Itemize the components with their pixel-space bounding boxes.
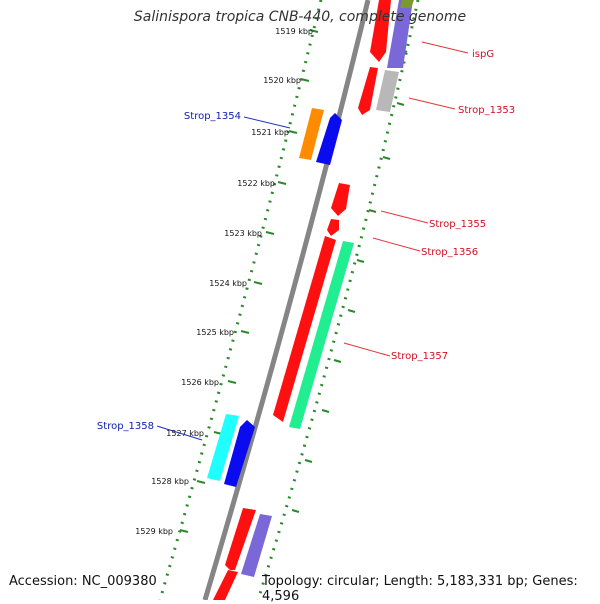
leader-strop-1355: [380, 210, 429, 224]
kbp-tick: [196, 480, 206, 484]
kbp-tick-marks: [179, 29, 319, 533]
minor-tick: [356, 259, 365, 263]
gene-feature-cyan: [207, 414, 239, 481]
kbp-tick: [309, 29, 319, 33]
kbp-label: 1528 kbp: [151, 477, 189, 486]
kbp-tick: [179, 529, 189, 533]
gene-strop-1356: [327, 219, 339, 236]
outer-tick-track: [158, 0, 323, 600]
gene-strop-1358: [224, 420, 255, 487]
kbp-label: 1521 kbp: [251, 128, 289, 137]
gene-feature-olive-top: [400, 0, 414, 8]
leader-strop-1356: [372, 237, 421, 252]
gene-feature-grey: [376, 70, 399, 112]
gene-label-strop-1357[interactable]: Strop_1357: [391, 351, 448, 362]
kbp-label: 1522 kbp: [237, 179, 275, 188]
kbp-label: 1519 kbp: [275, 27, 313, 36]
kbp-tick: [265, 231, 275, 235]
minor-tick: [333, 359, 342, 363]
gene-label-strop-1353[interactable]: Strop_1353: [458, 105, 515, 116]
genome-backbone: [202, 0, 371, 600]
kbp-label: 1520 kbp: [263, 76, 301, 85]
kbp-label: 1529 kbp: [135, 527, 173, 536]
gene-feature-red-large: [273, 236, 336, 422]
minor-tick: [347, 309, 356, 313]
gene-feature-red-edge: [213, 570, 238, 600]
accession-text: Accession: NC_009380: [9, 574, 157, 589]
gene-strop-1357: [289, 241, 354, 429]
kbp-tick: [240, 330, 250, 334]
minor-tick: [368, 209, 377, 213]
map-title: Salinispora tropica CNB-440, complete ge…: [133, 9, 467, 25]
gene-label-strop-1354[interactable]: Strop_1354: [184, 111, 241, 122]
gene-strop-1354: [316, 113, 342, 165]
leader-strop-1353: [408, 97, 456, 110]
leader-strop-1358: [156, 425, 203, 441]
gene-feature-orange: [299, 108, 324, 160]
minor-tick: [396, 102, 405, 106]
kbp-label: 1523 kbp: [224, 229, 262, 238]
gene-strop-1353: [358, 67, 378, 115]
gene-label-strop-1355[interactable]: Strop_1355: [429, 219, 486, 230]
gene-label-ispG[interactable]: ispG: [472, 49, 494, 60]
gene-feature-slate-bottom: [241, 514, 272, 577]
leader-strop-1357: [343, 342, 391, 357]
kbp-label: 1525 kbp: [196, 328, 234, 337]
gene-ispG: [370, 0, 391, 62]
minor-tick: [304, 459, 313, 463]
gene-feature-slate-top: [387, 0, 413, 68]
kbp-label: 1526 kbp: [181, 378, 219, 387]
gene-strop-1355: [331, 183, 350, 216]
gene-label-strop-1356[interactable]: Strop_1356: [421, 247, 478, 258]
gene-label-strop-1358[interactable]: Strop_1358: [97, 421, 154, 432]
kbp-label: 1524 kbp: [209, 279, 247, 288]
kbp-tick: [277, 181, 287, 185]
kbp-tick: [227, 380, 237, 384]
minor-tick: [291, 509, 300, 513]
leader-ispG: [421, 41, 469, 54]
minor-tick: [321, 409, 330, 413]
kbp-tick: [253, 281, 263, 285]
kbp-tick: [288, 130, 298, 134]
leader-strop-1354: [243, 116, 291, 129]
kbp-tick: [300, 78, 310, 82]
kbp-label: 1527 kbp: [166, 429, 204, 438]
minor-tick: [382, 156, 391, 160]
gene-feature-red-bottom: [225, 508, 256, 570]
